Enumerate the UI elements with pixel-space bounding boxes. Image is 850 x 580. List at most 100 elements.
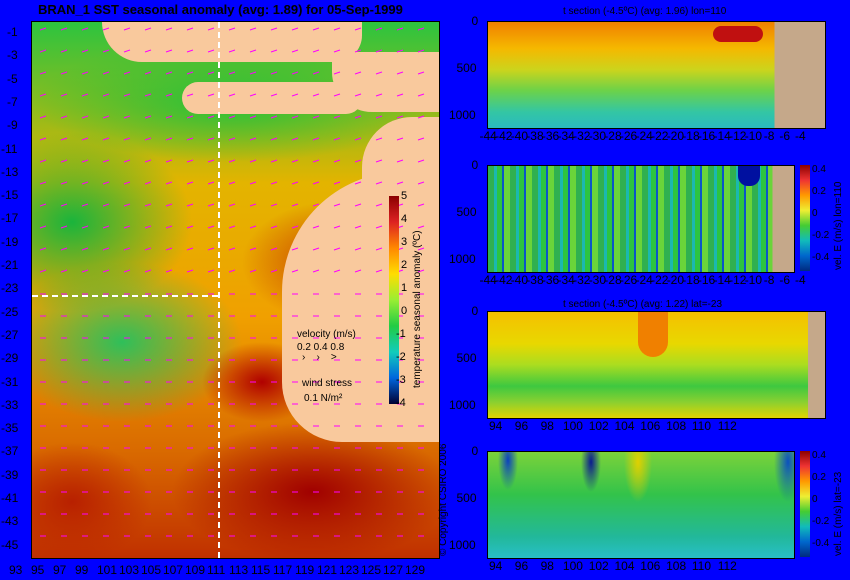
vector-arrow <box>102 49 110 53</box>
cb-tick: -2 <box>396 351 406 363</box>
vector-arrow <box>144 269 152 273</box>
vector-arrow <box>270 225 278 229</box>
vector-arrow <box>207 49 215 53</box>
panel2-cb-tick: 0 <box>812 208 818 219</box>
vector-arrow <box>60 269 68 273</box>
vector-arrow <box>102 71 110 75</box>
vector-arrow <box>60 181 68 185</box>
vector-arrow <box>207 93 215 97</box>
panel2-x-tick: -34 <box>557 273 575 287</box>
vector-arrow <box>249 137 257 141</box>
sst-anomaly-map[interactable] <box>31 21 440 559</box>
vector-arrow <box>102 203 110 207</box>
vector-arrow <box>249 247 257 251</box>
vector-arrow <box>228 49 236 53</box>
panel2-x-tick: -38 <box>526 273 544 287</box>
panel2-x-tick: -26 <box>619 273 638 287</box>
map-colorbar-ticks: 5 4 3 2 1 0 -1 -2 -3 -4 <box>396 190 409 409</box>
vel-section-lat23[interactable] <box>487 451 795 559</box>
vector-arrow <box>312 269 320 273</box>
copyright-text: © Copyright CSIRO 2006 <box>438 443 449 556</box>
cb-tick: 5 <box>401 190 408 202</box>
vector-arrow <box>396 93 404 97</box>
panel1-x-tick: -16 <box>697 129 716 143</box>
vector-arrow <box>60 137 68 141</box>
vector-arrow <box>375 247 383 251</box>
vector-arrow <box>312 181 320 185</box>
panel4-y-tick: 0 <box>471 444 479 458</box>
map-colorbar-label: temperature seasonal anomaly (ºC) <box>412 230 423 388</box>
vector-arrow <box>354 203 362 207</box>
vector-arrow <box>291 93 299 97</box>
vector-arrow <box>81 115 89 119</box>
panel3-x-tick: 100 <box>562 419 583 433</box>
vector-arrow <box>144 181 152 185</box>
vector-arrow <box>207 71 215 75</box>
panel2-x-tick: -18 <box>682 273 700 287</box>
panel2-x-tick: -36 <box>541 273 560 287</box>
cb-tick: 0 <box>401 305 408 317</box>
lon-tick-label: 115 <box>251 563 271 577</box>
panel3-x-tick: 106 <box>640 419 661 433</box>
panel4-cb-tick: 0.2 <box>812 472 826 483</box>
wind-legend-scale: 0.1 N/m² <box>304 393 343 404</box>
vector-arrow <box>81 159 89 163</box>
panel2-x-tick: -28 <box>604 273 622 287</box>
vector-arrow <box>333 225 341 229</box>
vector-arrow <box>333 115 341 119</box>
panel3-x-tick: 96 <box>514 419 529 433</box>
vector-arrow <box>207 203 215 207</box>
vector-arrow <box>375 181 383 185</box>
lat-tick-label: -13 <box>1 164 19 179</box>
vector-arrow <box>165 203 173 207</box>
map-colorbar <box>389 196 399 404</box>
vector-arrow <box>186 49 194 53</box>
panel2-x-tick: -42 <box>495 273 513 287</box>
vector-arrow <box>249 49 257 53</box>
vector-arrow <box>102 159 110 163</box>
panel2-x-tick: -16 <box>697 273 716 287</box>
panel2-colorbar-label: vel. E (m/s) lon=110 <box>833 181 844 270</box>
vector-arrow <box>228 27 236 31</box>
vector-arrow <box>354 115 362 119</box>
vector-arrow <box>417 181 425 185</box>
vector-arrow <box>417 93 425 97</box>
temp-section-lat23[interactable] <box>487 311 826 419</box>
crosshair-vertical <box>218 22 220 558</box>
jet-blob <box>738 166 760 186</box>
vector-arrow <box>81 27 89 31</box>
panel3-x-tick: 104 <box>614 419 635 433</box>
vector-arrow <box>207 181 215 185</box>
vector-arrow <box>186 203 194 207</box>
vector-arrow <box>123 247 131 251</box>
vector-arrow <box>354 137 362 141</box>
vector-arrow <box>102 247 110 251</box>
lat-tick-label: -17 <box>1 211 19 226</box>
vector-arrow <box>207 159 215 163</box>
panel1-x-tick: -36 <box>541 129 560 143</box>
panel2-x-tick: -4 <box>795 273 806 287</box>
vector-arrow <box>312 49 320 53</box>
lon-tick-label: 97 <box>53 563 67 577</box>
vector-arrow <box>333 181 341 185</box>
vector-arrow <box>375 203 383 207</box>
vector-arrow <box>123 203 131 207</box>
panel1-title: t section (-4.5ºC) (avg: 1.96) lon=110 <box>563 6 727 17</box>
vector-arrow <box>228 159 236 163</box>
vector-arrow <box>165 159 173 163</box>
vector-arrow <box>417 203 425 207</box>
vector-arrow <box>60 159 68 163</box>
lon-tick-label: 125 <box>361 563 382 577</box>
vector-arrow <box>123 159 131 163</box>
vector-arrow <box>270 115 278 119</box>
wind-legend-label: wind stress <box>302 378 353 389</box>
vector-arrow <box>39 115 47 119</box>
vector-arrow <box>165 225 173 229</box>
vector-arrow <box>375 115 383 119</box>
lat-tick-label: -11 <box>1 141 18 156</box>
vel-section-lon110[interactable] <box>487 165 795 273</box>
panel2-x-tick: -20 <box>666 273 685 287</box>
vector-arrow <box>165 27 173 31</box>
vector-arrow <box>375 93 383 97</box>
temp-section-lon110[interactable] <box>487 21 826 129</box>
